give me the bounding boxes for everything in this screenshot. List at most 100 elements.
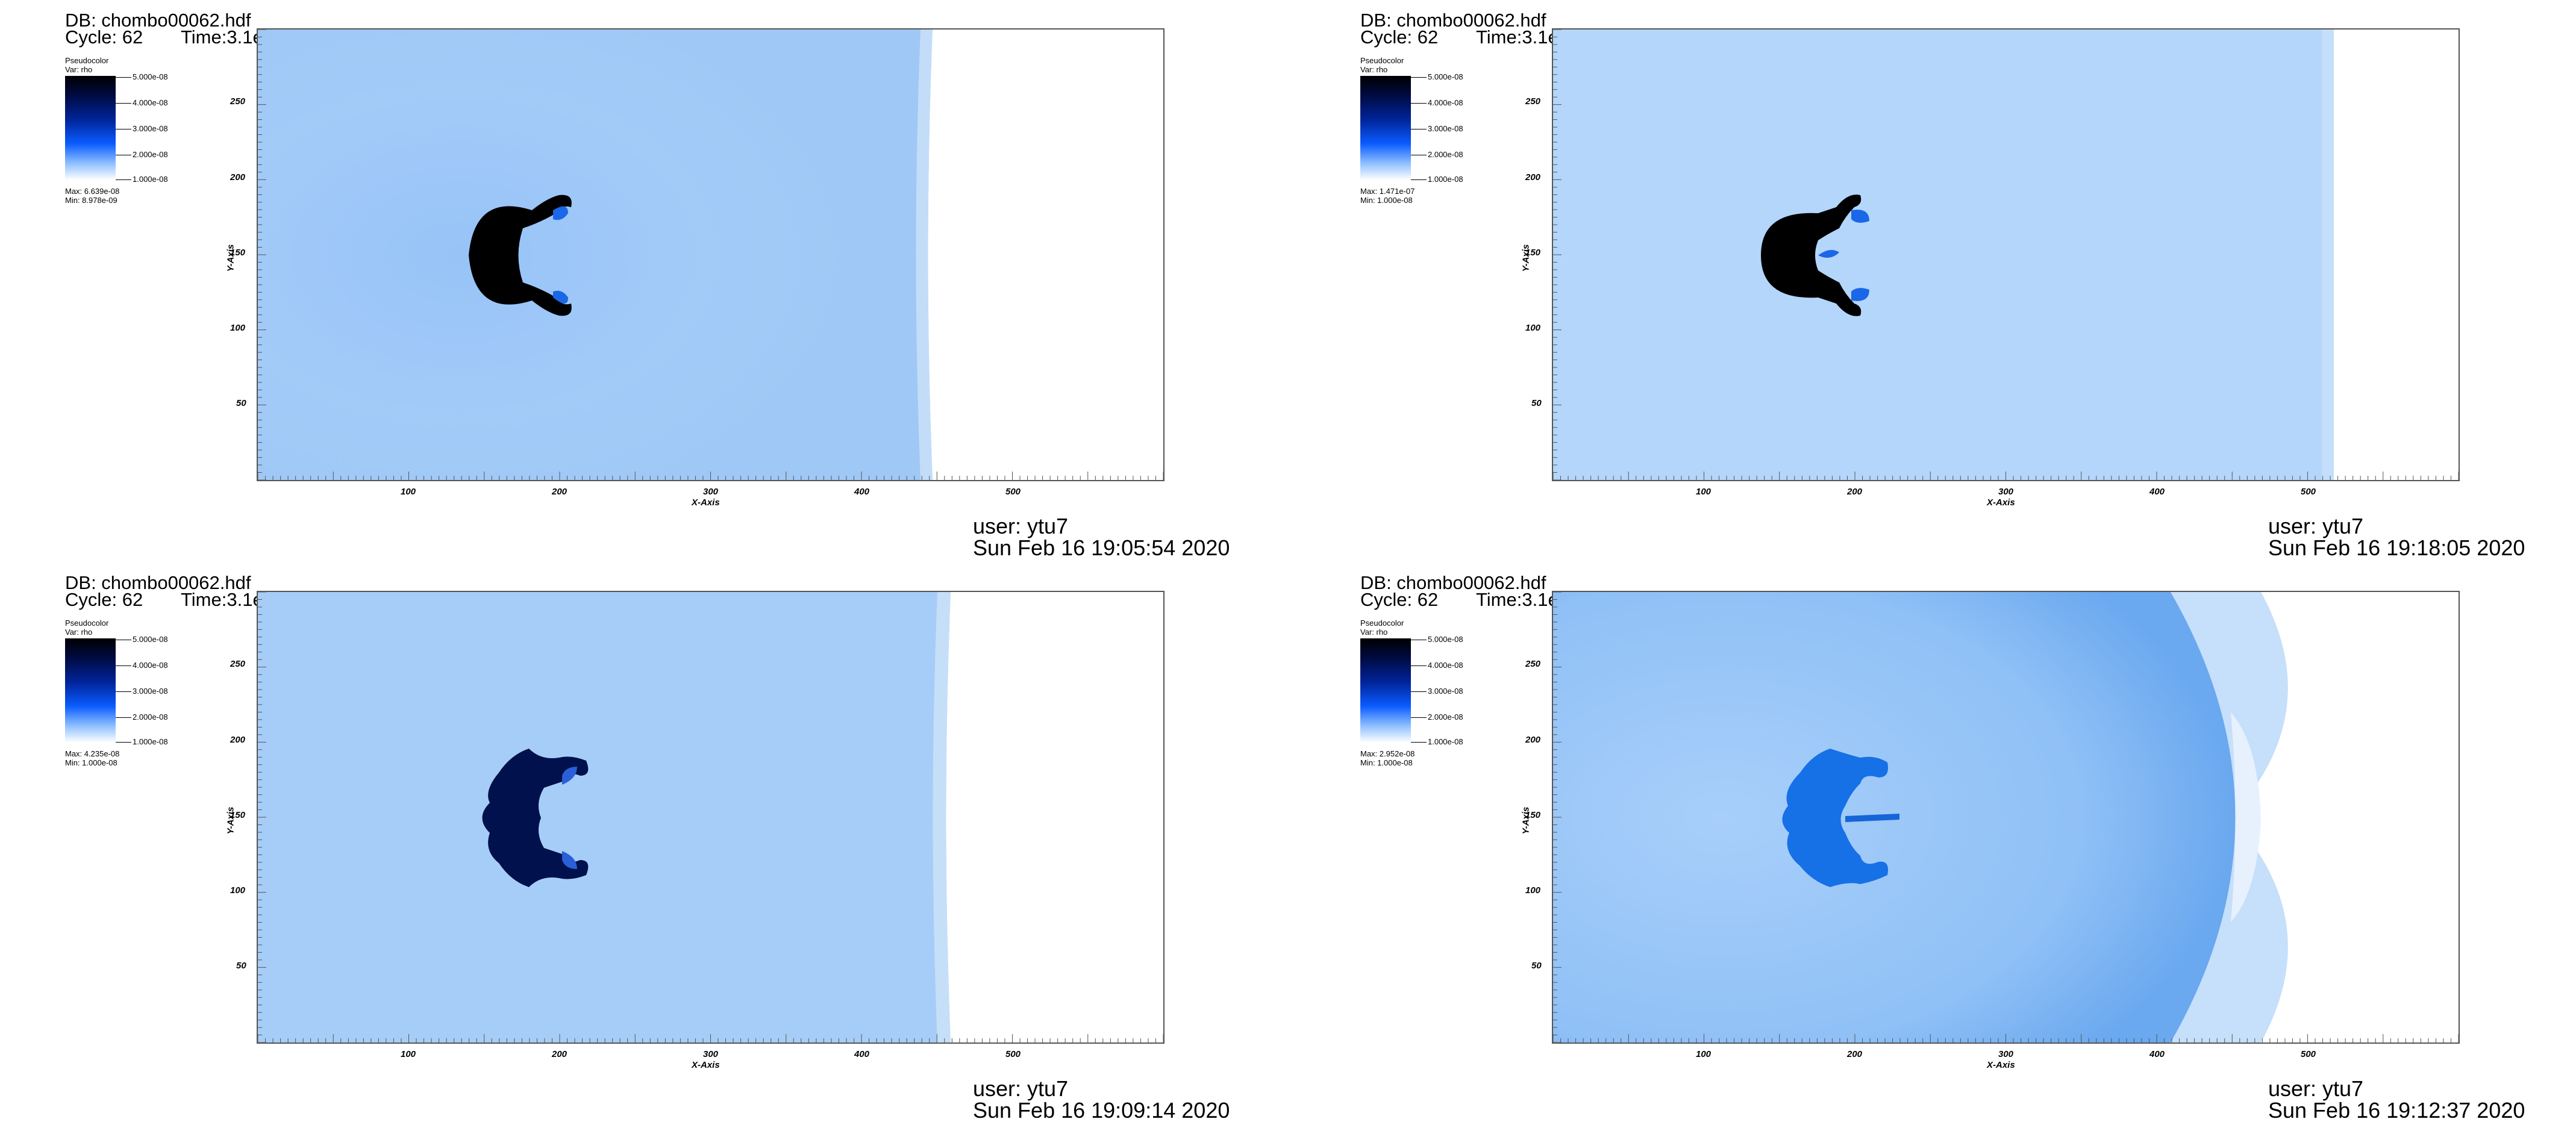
colorbar-tick-label: 3.000e-08 xyxy=(133,124,168,133)
pseudocolor-plot xyxy=(257,591,1165,1044)
visit-panel-3: DB: chombo00062.hdf Cycle: 62 Time:3.1e-… xyxy=(0,562,1288,1125)
y-tick-label: 200 xyxy=(1525,735,1541,745)
colorbar xyxy=(1360,76,1411,180)
cycle-label: Cycle: 62 xyxy=(1360,589,1439,610)
y-tick-label: 100 xyxy=(1525,323,1541,333)
legend-plot-type: Pseudocolor xyxy=(65,56,109,65)
x-tick-label: 300 xyxy=(1998,1049,2014,1059)
y-tick-label: 250 xyxy=(1525,659,1541,669)
pseudocolor-plot xyxy=(257,28,1165,481)
x-tick-label: 300 xyxy=(1998,487,2014,497)
y-tick-label: 50 xyxy=(1531,961,1542,971)
colorbar xyxy=(65,638,116,743)
cycle-label: Cycle: 62 xyxy=(1360,26,1439,48)
y-tick-label: 200 xyxy=(230,172,246,182)
x-tick-label: 200 xyxy=(552,487,567,497)
legend-min: Min: 1.000e-08 xyxy=(65,758,117,767)
legend-min: Min: 8.978e-09 xyxy=(65,196,117,205)
x-tick-label: 400 xyxy=(854,487,870,497)
colorbar-tick-label: 5.000e-08 xyxy=(1428,72,1463,81)
colorbar-tick-label: 1.000e-08 xyxy=(133,175,168,184)
colorbar-tick-label: 1.000e-08 xyxy=(133,737,168,746)
x-tick-label: 300 xyxy=(703,1049,719,1059)
x-tick-label: 200 xyxy=(1847,1049,1863,1059)
x-tick-label: 300 xyxy=(703,487,719,497)
date-label: Sun Feb 16 19:05:54 2020 xyxy=(973,535,1230,560)
x-axis-title: X-Axis xyxy=(692,497,720,508)
x-axis-title: X-Axis xyxy=(1987,497,2015,508)
y-tick-label: 150 xyxy=(230,810,246,820)
colorbar-tick-label: 1.000e-08 xyxy=(1428,737,1463,746)
y-tick-label: 250 xyxy=(230,659,246,669)
user-label: user: ytu7 xyxy=(973,514,1069,538)
x-axis-title: X-Axis xyxy=(692,1060,720,1070)
date-label: Sun Feb 16 19:09:14 2020 xyxy=(973,1098,1230,1123)
date-label: Sun Feb 16 19:18:05 2020 xyxy=(2268,535,2525,560)
legend-plot-type: Pseudocolor xyxy=(65,619,109,628)
y-tick-label: 50 xyxy=(236,961,246,971)
colorbar-tick-label: 3.000e-08 xyxy=(1428,687,1463,696)
x-tick-label: 500 xyxy=(1005,487,1021,497)
legend-max: Max: 4.235e-08 xyxy=(65,749,120,758)
y-tick-label: 250 xyxy=(1525,96,1541,107)
x-tick-label: 200 xyxy=(552,1049,567,1059)
colorbar xyxy=(1360,638,1411,743)
colorbar-tick-label: 3.000e-08 xyxy=(133,687,168,696)
colorbar-tick-label: 2.000e-08 xyxy=(1428,150,1463,159)
x-tick-label: 100 xyxy=(401,487,416,497)
visit-panel-1: DB: chombo00062.hdf Cycle: 62 Time:3.1e-… xyxy=(0,0,1288,562)
y-tick-label: 150 xyxy=(1525,248,1541,258)
legend-min: Min: 1.000e-08 xyxy=(1360,196,1413,205)
legend-var: Var: rho xyxy=(1360,65,1388,74)
x-axis-title: X-Axis xyxy=(1987,1060,2015,1070)
colorbar-tick-label: 2.000e-08 xyxy=(1428,712,1463,721)
bubble-shape xyxy=(469,195,572,316)
pseudocolor-plot xyxy=(1552,591,2460,1044)
legend-max: Max: 1.471e-07 xyxy=(1360,187,1415,196)
y-tick-label: 50 xyxy=(236,398,246,408)
user-label: user: ytu7 xyxy=(2268,1076,2364,1101)
y-axis-title: Y-Axis xyxy=(1521,244,1531,272)
legend-plot-type: Pseudocolor xyxy=(1360,619,1404,628)
y-axis-title: Y-Axis xyxy=(225,806,236,835)
colorbar-tick-label: 5.000e-08 xyxy=(133,635,168,644)
y-tick-label: 200 xyxy=(1525,172,1541,182)
date-label: Sun Feb 16 19:12:37 2020 xyxy=(2268,1098,2525,1123)
x-tick-label: 100 xyxy=(1696,1049,1712,1059)
colorbar xyxy=(65,76,116,180)
db-label: DB: chombo00062.hdf xyxy=(65,10,251,31)
y-axis-title: Y-Axis xyxy=(225,244,236,272)
db-label: DB: chombo00062.hdf xyxy=(1360,572,1546,593)
legend-min: Min: 1.000e-08 xyxy=(1360,758,1413,767)
y-tick-label: 100 xyxy=(1525,885,1541,896)
colorbar-tick-label: 4.000e-08 xyxy=(133,661,168,670)
y-tick-label: 100 xyxy=(230,885,246,896)
colorbar-tick-label: 2.000e-08 xyxy=(133,712,168,721)
pseudocolor-plot xyxy=(1552,28,2460,481)
colorbar-tick-label: 5.000e-08 xyxy=(133,72,168,81)
visit-panel-4: DB: chombo00062.hdf Cycle: 62 Time:3.1e-… xyxy=(1295,562,2576,1125)
y-tick-label: 250 xyxy=(230,96,246,107)
legend-var: Var: rho xyxy=(65,628,93,637)
legend-plot-type: Pseudocolor xyxy=(1360,56,1404,65)
visit-panel-2: DB: chombo00062.hdf Cycle: 62 Time:3.1e-… xyxy=(1295,0,2576,562)
y-tick-label: 150 xyxy=(230,248,246,258)
db-label: DB: chombo00062.hdf xyxy=(1360,10,1546,31)
y-axis-title: Y-Axis xyxy=(1521,806,1531,835)
cycle-label: Cycle: 62 xyxy=(65,589,143,610)
user-label: user: ytu7 xyxy=(973,1076,1069,1101)
legend-var: Var: rho xyxy=(1360,628,1388,637)
x-tick-label: 100 xyxy=(1696,487,1712,497)
y-tick-label: 50 xyxy=(1531,398,1542,408)
db-label: DB: chombo00062.hdf xyxy=(65,572,251,593)
x-tick-label: 400 xyxy=(2149,487,2165,497)
colorbar-tick-label: 1.000e-08 xyxy=(1428,175,1463,184)
x-tick-label: 100 xyxy=(401,1049,416,1059)
colorbar-tick-label: 3.000e-08 xyxy=(1428,124,1463,133)
cycle-label: Cycle: 62 xyxy=(65,26,143,48)
x-tick-label: 500 xyxy=(1005,1049,1021,1059)
x-tick-label: 400 xyxy=(854,1049,870,1059)
colorbar-tick-label: 5.000e-08 xyxy=(1428,635,1463,644)
colorbar-tick-label: 4.000e-08 xyxy=(133,98,168,107)
colorbar-tick-label: 4.000e-08 xyxy=(1428,661,1463,670)
